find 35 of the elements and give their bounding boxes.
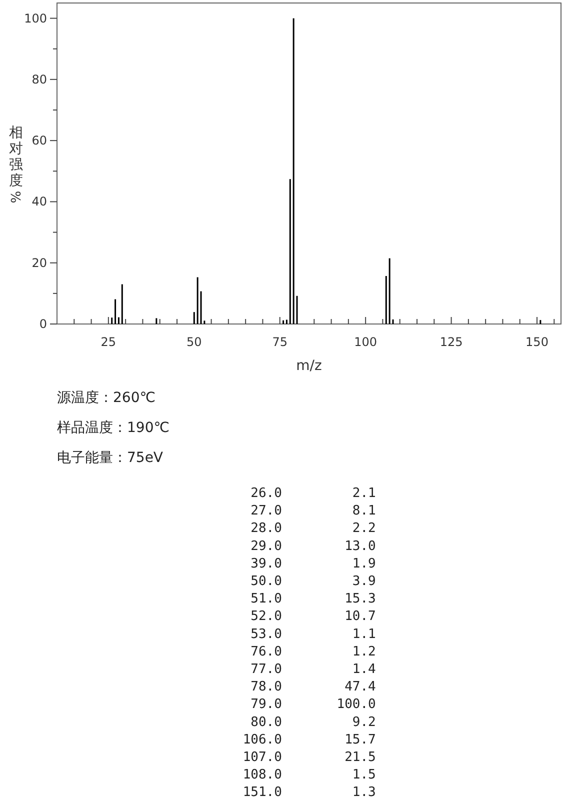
y-tick-label: 80	[32, 72, 47, 86]
text: 106.0 15.7	[242, 732, 376, 748]
text: 78.0 47.4	[250, 680, 376, 695]
text: 77.0 1.4	[250, 662, 376, 677]
x-tick-label: 50	[186, 335, 202, 349]
y-tick-label: 40	[32, 194, 47, 209]
text: 27.0 8.1	[250, 504, 376, 519]
text: 26.0 2.1	[250, 486, 376, 501]
text: 108.0 1.5	[242, 768, 376, 783]
text: 电子能量：75eV	[57, 450, 164, 466]
x-axis-title: m/z	[296, 358, 322, 374]
text: 50.0 3.9	[250, 574, 376, 589]
text: 源温度：260℃	[57, 390, 156, 406]
text: 80.0 9.2	[250, 714, 376, 730]
y-tick-label: 60	[32, 134, 47, 148]
y-tick-label: 20	[32, 256, 47, 270]
text: 51.0 15.3	[250, 592, 376, 607]
x-tick-label: 125	[440, 335, 463, 349]
text: 29.0 13.0	[250, 538, 376, 554]
text: 39.0 1.9	[250, 556, 376, 572]
text: 76.0 1.2	[250, 644, 376, 660]
y-tick-label: 0	[39, 317, 47, 331]
text: 79.0 100.0	[250, 697, 376, 712]
text: 28.0 2.2	[250, 521, 376, 536]
x-tick-label: 75	[272, 335, 288, 349]
x-tick-label: 100	[354, 335, 378, 349]
text: 151.0 1.3	[242, 785, 376, 800]
text: 52.0 10.7	[250, 609, 376, 624]
y-axis-title: 相对强度%	[7, 125, 23, 204]
text: 53.0 1.1	[250, 626, 376, 642]
x-tick-label: 25	[100, 335, 116, 349]
text: 107.0 21.5	[242, 750, 376, 765]
x-tick-label: 150	[526, 335, 548, 349]
text: 样品温度：190℃	[57, 420, 170, 436]
y-tick-label: 100	[24, 11, 47, 26]
